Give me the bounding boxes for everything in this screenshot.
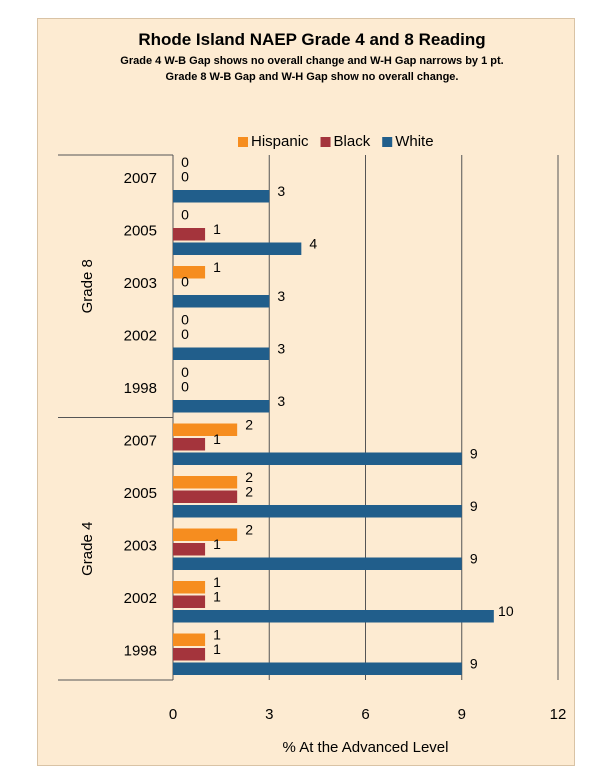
data-label: 2 <box>245 521 253 537</box>
x-tick-label: 6 <box>361 706 369 723</box>
bar <box>173 505 462 518</box>
bar <box>173 266 206 279</box>
legend-label: Hispanic <box>251 133 309 150</box>
bar <box>173 423 238 436</box>
chart-title: Rhode Island NAEP Grade 4 and 8 Reading <box>138 30 486 49</box>
data-label: 3 <box>277 288 285 304</box>
data-label: 0 <box>181 311 189 327</box>
bar <box>173 595 206 608</box>
y-tick-label: 2005 <box>124 485 157 502</box>
data-label: 1 <box>213 626 221 642</box>
bar <box>173 452 462 465</box>
chart-subtitle: Grade 4 W-B Gap shows no overall change … <box>120 55 504 67</box>
data-label: 0 <box>181 206 189 222</box>
data-label: 1 <box>213 574 221 590</box>
x-tick-label: 12 <box>550 706 567 723</box>
x-tick-label: 0 <box>169 706 177 723</box>
group-label: Grade 8 <box>79 259 96 313</box>
data-label: 4 <box>309 235 317 251</box>
chart-frame <box>37 18 575 766</box>
legend-label: White <box>395 133 433 150</box>
legend-swatch <box>238 137 248 147</box>
data-label: 1 <box>213 641 221 657</box>
group-label: Grade 4 <box>79 522 96 576</box>
bar <box>173 476 238 489</box>
header: Rhode Island NAEP Grade 4 and 8 Reading … <box>97 30 527 85</box>
data-label: 2 <box>245 469 253 485</box>
bar <box>173 581 206 594</box>
y-tick-label: 2007 <box>124 170 157 187</box>
data-label: 2 <box>245 416 253 432</box>
data-label: 0 <box>181 364 189 380</box>
y-tick-label: 1998 <box>124 643 157 660</box>
bar <box>173 633 206 646</box>
y-tick-label: 2002 <box>124 328 157 345</box>
x-axis-title: % At the Advanced Level <box>283 739 449 756</box>
bar <box>173 648 206 661</box>
data-label: 1 <box>213 431 221 447</box>
data-label: 10 <box>498 603 514 619</box>
bar <box>173 242 302 255</box>
bar <box>173 662 462 675</box>
bar <box>173 190 270 203</box>
bar <box>173 543 206 556</box>
data-label: 0 <box>181 326 189 342</box>
data-label: 1 <box>213 588 221 604</box>
x-tick-label: 3 <box>265 706 273 723</box>
y-tick-label: 2003 <box>124 538 157 555</box>
data-label: 0 <box>181 168 189 184</box>
data-label: 0 <box>181 154 189 170</box>
bar <box>173 610 494 623</box>
data-label: 9 <box>470 550 478 566</box>
bar <box>173 347 270 360</box>
data-label: 9 <box>470 445 478 461</box>
data-label: 0 <box>181 273 189 289</box>
chart-subtitle: Grade 8 W-B Gap and W-H Gap show no over… <box>165 71 459 83</box>
data-label: 3 <box>277 340 285 356</box>
bar <box>173 490 238 503</box>
bar <box>173 295 270 308</box>
y-tick-label: 2002 <box>124 590 157 607</box>
bar <box>173 400 270 413</box>
bar <box>173 557 462 570</box>
data-label: 0 <box>181 378 189 394</box>
y-tick-label: 1998 <box>124 380 157 397</box>
legend-swatch <box>320 137 331 147</box>
data-label: 2 <box>245 483 253 499</box>
legend-swatch <box>382 137 393 147</box>
bar <box>173 438 206 451</box>
x-tick-label: 9 <box>458 706 466 723</box>
data-label: 9 <box>470 655 478 671</box>
data-label: 3 <box>277 183 285 199</box>
y-tick-label: 2007 <box>124 433 157 450</box>
data-label: 1 <box>213 259 221 275</box>
y-tick-label: 2003 <box>124 275 157 292</box>
legend-label: Black <box>334 133 371 150</box>
data-label: 3 <box>277 393 285 409</box>
bar <box>173 528 238 541</box>
data-label: 9 <box>470 498 478 514</box>
data-label: 1 <box>213 536 221 552</box>
y-tick-label: 2005 <box>124 223 157 240</box>
bar <box>173 228 206 241</box>
data-label: 1 <box>213 221 221 237</box>
